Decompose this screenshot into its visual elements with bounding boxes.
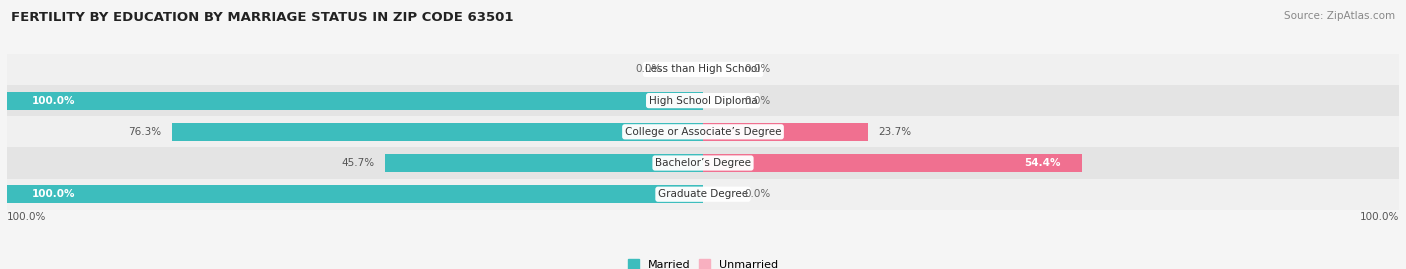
Text: Bachelor’s Degree: Bachelor’s Degree (655, 158, 751, 168)
Bar (7, 91, 703, 110)
Text: 0.0%: 0.0% (745, 95, 770, 106)
Bar (7, 147, 1399, 179)
Text: College or Associate’s Degree: College or Associate’s Degree (624, 127, 782, 137)
Bar (7, 185, 703, 203)
Text: 0.0%: 0.0% (745, 189, 770, 199)
Bar (7, 116, 1399, 147)
Text: 54.4%: 54.4% (1024, 158, 1060, 168)
Bar (172, 123, 703, 141)
Bar (7, 179, 1399, 210)
Text: 100.0%: 100.0% (7, 212, 46, 222)
Bar (703, 154, 1081, 172)
Text: Graduate Degree: Graduate Degree (658, 189, 748, 199)
Text: 0.0%: 0.0% (745, 64, 770, 75)
Legend: Married, Unmarried: Married, Unmarried (627, 259, 779, 269)
Text: 100.0%: 100.0% (1360, 212, 1399, 222)
Text: Less than High School: Less than High School (645, 64, 761, 75)
Bar (703, 123, 868, 141)
Text: 76.3%: 76.3% (128, 127, 162, 137)
Text: 23.7%: 23.7% (879, 127, 911, 137)
Text: 45.7%: 45.7% (342, 158, 374, 168)
Text: 100.0%: 100.0% (31, 95, 75, 106)
Text: FERTILITY BY EDUCATION BY MARRIAGE STATUS IN ZIP CODE 63501: FERTILITY BY EDUCATION BY MARRIAGE STATU… (11, 11, 513, 24)
Text: Source: ZipAtlas.com: Source: ZipAtlas.com (1284, 11, 1395, 21)
Text: 100.0%: 100.0% (31, 189, 75, 199)
Text: High School Diploma: High School Diploma (648, 95, 758, 106)
Bar (385, 154, 703, 172)
Text: 0.0%: 0.0% (636, 64, 661, 75)
Bar (7, 54, 1399, 85)
Bar (7, 85, 1399, 116)
